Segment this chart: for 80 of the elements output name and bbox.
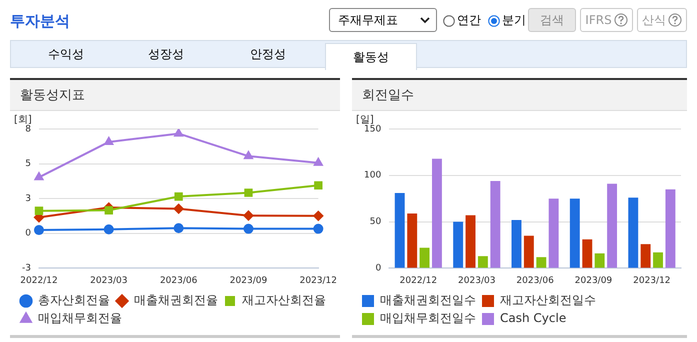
- y-tick-label: 150: [364, 124, 382, 134]
- y-tick-label: 3: [25, 194, 31, 204]
- legend-label: 매입채무회전율: [38, 311, 122, 326]
- legend-label: 매출채권회전율: [134, 293, 218, 308]
- y-axis-title: [일]: [356, 114, 374, 126]
- bar: [594, 253, 605, 268]
- point: [34, 172, 44, 180]
- x-tick-label: 2022/12: [400, 276, 438, 286]
- y-tick-label: -3: [22, 264, 31, 274]
- point: [313, 210, 324, 221]
- x-tick-label: 2023/12: [633, 276, 671, 286]
- y-tick-label: 50: [370, 217, 382, 228]
- bar: [453, 222, 464, 268]
- text: 투자분석: [10, 12, 70, 31]
- bar: [420, 248, 430, 268]
- y-tick-label: 0: [25, 228, 32, 239]
- point: [104, 224, 114, 234]
- text: IFRS: [580, 8, 633, 32]
- bar: [628, 198, 638, 268]
- bar: [524, 236, 534, 268]
- bar: [653, 252, 663, 268]
- point: [104, 136, 114, 145]
- point: [174, 192, 183, 201]
- bar: [665, 189, 676, 268]
- bar: [394, 193, 405, 268]
- x-tick-label: 2023/09: [574, 276, 612, 286]
- bar: [490, 180, 500, 268]
- bar: [512, 220, 522, 268]
- legend-label: 매입채무회전일수: [380, 311, 476, 326]
- point: [104, 206, 113, 214]
- bar: [640, 244, 651, 268]
- point: [313, 224, 324, 234]
- bar: [570, 198, 580, 268]
- y-tick-label: 5: [25, 159, 31, 170]
- point: [34, 206, 44, 216]
- point: [244, 151, 253, 160]
- bar: [432, 158, 442, 268]
- text: 검색: [528, 8, 576, 32]
- x-tick-label: 2023/03: [90, 276, 128, 286]
- text: 산식: [637, 8, 687, 32]
- legend-label: 재고자산회전일수: [500, 293, 596, 308]
- x-tick-label: 2023/03: [458, 276, 496, 286]
- text: 수익성: [47, 46, 85, 62]
- y-tick-label: 0: [375, 264, 382, 274]
- y-tick-label: 8: [25, 124, 32, 134]
- point: [34, 225, 44, 236]
- chart-title: 회전일수: [352, 80, 687, 111]
- x-tick-label: 2023/06: [160, 276, 198, 286]
- legend-label: Cash Cycle: [500, 311, 566, 326]
- x-tick-label: 2023/09: [230, 276, 268, 286]
- x-tick-label: 2023/12: [300, 276, 337, 286]
- text: 성장성: [147, 46, 185, 62]
- point: [174, 129, 184, 137]
- point: [244, 188, 253, 197]
- point: [243, 224, 254, 234]
- bar: [548, 198, 559, 268]
- point: [314, 158, 323, 166]
- legend-label: 총자산회전율: [38, 293, 110, 308]
- legend-label: 매출채권회전일수: [380, 293, 476, 308]
- point: [243, 210, 254, 221]
- bar: [407, 213, 418, 268]
- y-tick-label: 100: [364, 170, 382, 181]
- bar: [607, 184, 618, 268]
- point: [174, 204, 184, 214]
- point: [314, 181, 322, 190]
- y-axis-title: [회]: [14, 114, 32, 126]
- bar: [478, 256, 488, 268]
- chart-title: 활동성지표: [10, 80, 340, 111]
- text: 분기: [501, 12, 526, 29]
- x-tick-label: 2023/06: [516, 276, 554, 286]
- text: 활동성: [325, 43, 417, 70]
- legend-label: 재고자산회전율: [242, 293, 326, 308]
- text: 연간: [456, 12, 481, 29]
- x-tick-label: 2022/12: [20, 276, 58, 286]
- bar: [582, 239, 592, 268]
- point: [174, 223, 184, 234]
- bar: [536, 257, 546, 268]
- text: 주재무제표: [329, 8, 437, 32]
- bar: [466, 215, 476, 268]
- text: 안정성: [249, 46, 287, 62]
